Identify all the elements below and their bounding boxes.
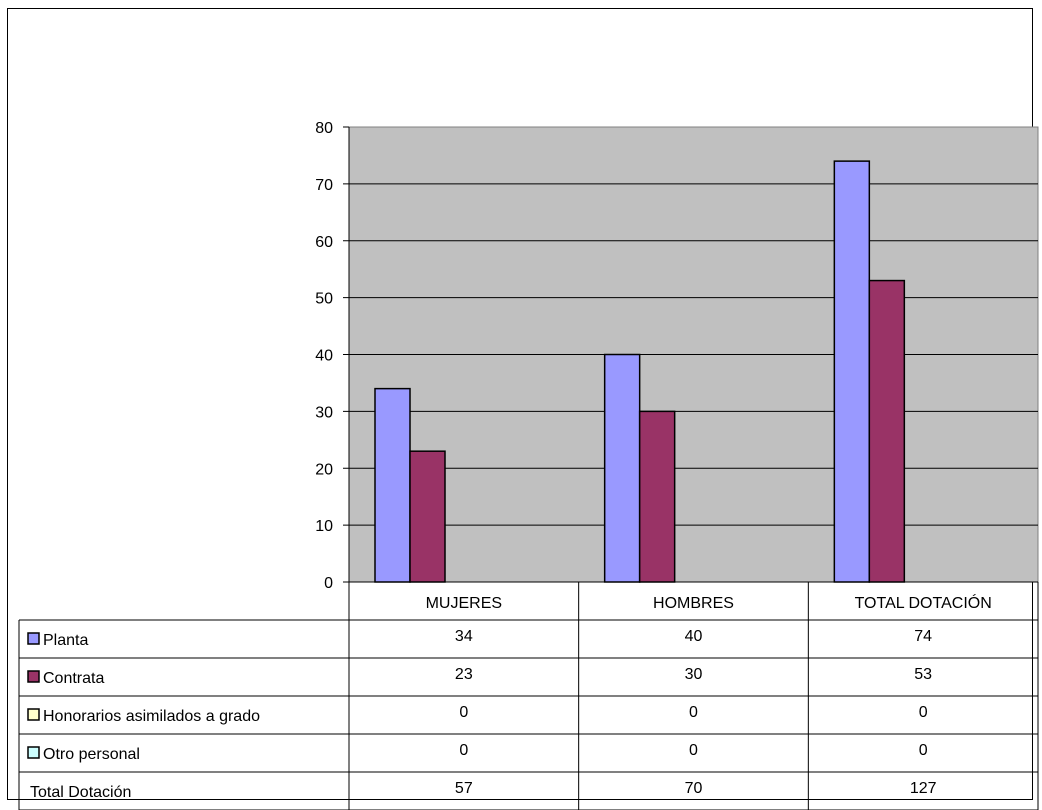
row-label: Otro personal [43,746,140,763]
y-tick-label: 0 [324,575,333,592]
y-tick-label: 40 [315,348,333,365]
legend-key-planta [27,632,40,645]
bar-planta-2 [833,160,871,583]
cell-value: 23 [455,666,473,683]
cell-value: 74 [914,628,932,645]
y-tick-label: 10 [315,518,333,535]
cell-value: 0 [459,742,468,759]
category-label: HOMBRES [653,595,734,612]
category-label: TOTAL DOTACIÓN [855,593,992,612]
cell-value: 34 [455,628,473,645]
y-tick-label: 50 [315,291,333,308]
y-tick-label: 70 [315,177,333,194]
cell-value: 0 [919,704,928,721]
legend-key-honorarios-asimilados-a-grado [27,708,40,721]
row-label: Honorarios asimilados a grado [43,708,260,725]
legend-key-otro-personal [27,746,40,759]
y-tick-label: 30 [315,404,333,421]
row-label: Total Dotación [30,784,131,801]
cell-value: 0 [689,742,698,759]
cell-value: 0 [689,704,698,721]
cell-value: 40 [685,628,703,645]
cell-value: 0 [919,742,928,759]
cell-value: 30 [685,666,703,683]
bar-planta-1 [603,353,641,583]
y-tick-label: 80 [315,120,333,137]
cell-value: 0 [459,704,468,721]
category-label: MUJERES [426,595,502,612]
row-label: Planta [43,632,88,649]
bar-contrata-0 [409,450,446,583]
cell-value: 57 [455,780,473,797]
row-label: Contrata [43,670,104,687]
y-tick-label: 20 [315,461,333,478]
y-tick-label: 60 [315,234,333,251]
cell-value: 70 [685,780,703,797]
bar-planta-0 [374,387,411,583]
bar-contrata-1 [638,410,676,583]
bar-contrata-2 [868,279,906,583]
legend-key-contrata [27,670,40,683]
cell-value: 53 [914,666,932,683]
cell-value: 127 [910,780,937,797]
